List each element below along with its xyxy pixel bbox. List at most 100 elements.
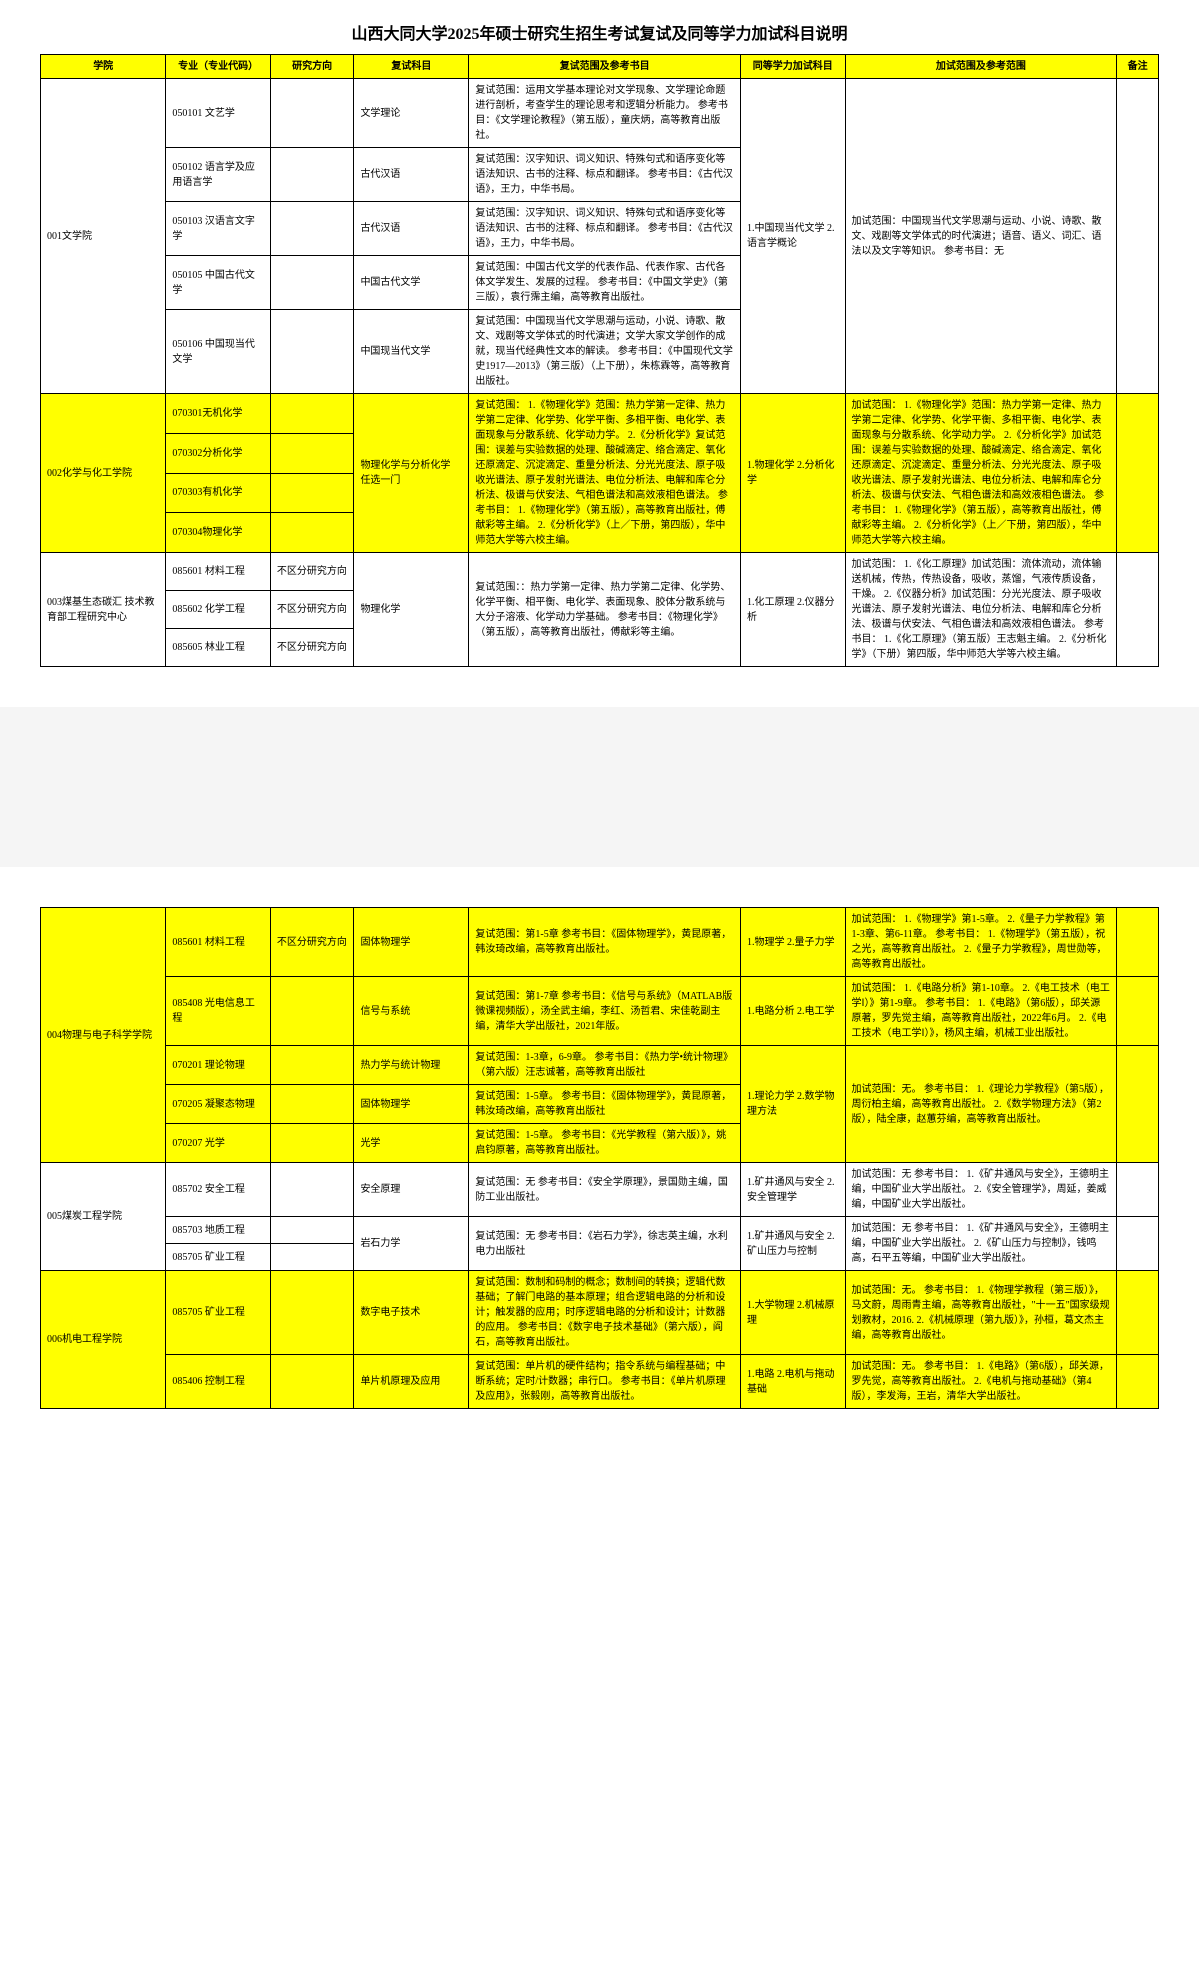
cell-extra: 1.矿井通风与安全 2.安全管理学 [741, 1163, 845, 1217]
cell-major: 070303有机化学 [166, 473, 270, 513]
cell-major: 085601 材料工程 [166, 908, 270, 977]
cell-extra-scope: 加试范围： 1.《物理化学》范围：热力学第一定律、热力学第二定律、化学势、化学平… [845, 394, 1117, 553]
cell-major: 070207 光学 [166, 1124, 270, 1163]
cell-extra: 1.矿井通风与安全 2.矿山压力与控制 [741, 1217, 845, 1271]
cell-college: 002化学与化工学院 [41, 394, 166, 553]
cell-major: 050103 汉语言文字学 [166, 202, 270, 256]
cell-subject: 文学理论 [354, 79, 469, 148]
cell-extra: 1.中国现当代文学 2.语言学概论 [741, 79, 845, 394]
table-row: 001文学院 050101 文艺学 文学理论 复试范围：运用文学基本理论对文学现… [41, 79, 1159, 148]
cell-major: 085601 材料工程 [166, 553, 270, 591]
cell-scope: 复试范围：：热力学第一定律、热力学第二定律、化学势、化学平衡、相平衡、电化学、表… [469, 553, 741, 667]
cell-subject: 信号与系统 [354, 977, 469, 1046]
cell-major: 050101 文艺学 [166, 79, 270, 148]
table-row: 006机电工程学院 085705 矿业工程 数字电子技术 复试范围：数制和码制的… [41, 1271, 1159, 1355]
cell-direction: 不区分研究方向 [270, 629, 354, 667]
col-subject: 复试科目 [354, 55, 469, 79]
cell-subject: 单片机原理及应用 [354, 1355, 469, 1409]
cell-major: 085605 林业工程 [166, 629, 270, 667]
exam-table-2: 004物理与电子科学学院 085601 材料工程 不区分研究方向 固体物理学 复… [40, 907, 1159, 1409]
col-college: 学院 [41, 55, 166, 79]
cell-scope: 复试范围：汉字知识、词义知识、特殊句式和语序变化等语法知识、古书的注释、标点和翻… [469, 148, 741, 202]
cell-scope: 复试范围：中国古代文学的代表作品、代表作家、古代各体文学发生、发展的过程。 参考… [469, 256, 741, 310]
cell-major: 085406 控制工程 [166, 1355, 270, 1409]
cell-extra-scope: 加试范围：无 参考书目： 1.《矿井通风与安全》，王德明主编，中国矿业大学出版社… [845, 1163, 1117, 1217]
cell-extra: 1.化工原理 2.仪器分析 [741, 553, 845, 667]
cell-subject: 光学 [354, 1124, 469, 1163]
cell-extra: 1.大学物理 2.机械原理 [741, 1271, 845, 1355]
table-row: 085703 地质工程 岩石力学 复试范围：无 参考书目：《岩石力学》，徐志英主… [41, 1217, 1159, 1244]
cell-subject: 安全原理 [354, 1163, 469, 1217]
cell-scope: 复试范围：无 参考书目：《岩石力学》，徐志英主编，水利电力出版社 [469, 1217, 741, 1271]
cell-major: 070205 凝聚态物理 [166, 1085, 270, 1124]
col-extra: 同等学力加试科目 [741, 55, 845, 79]
cell-extra-scope: 加试范围：中国现当代文学思潮与运动、小说、诗歌、散文、戏剧等文学体式的时代演进；… [845, 79, 1117, 394]
cell-major: 085703 地质工程 [166, 1217, 270, 1244]
cell-extra-scope: 加试范围：无。 参考书目： 1.《电路》（第6版），邱关源，罗先觉，高等教育出版… [845, 1355, 1117, 1409]
cell-scope: 复试范围：1-5章。 参考书目：《固体物理学》，黄昆原著，韩汝琦改编，高等教育出… [469, 1085, 741, 1124]
cell-scope: 复试范围：数制和码制的概念；数制间的转换；逻辑代数基础；了解门电路的基本原理；组… [469, 1271, 741, 1355]
cell-major: 070201 理论物理 [166, 1046, 270, 1085]
table-row: 002化学与化工学院 070301无机化学 物理化学与分析化学 任选一门 复试范… [41, 394, 1159, 434]
cell-extra: 1.电路分析 2.电工学 [741, 977, 845, 1046]
cell-subject: 中国现当代文学 [354, 310, 469, 394]
cell-scope: 复试范围：运用文学基本理论对文学现象、文学理论命题进行剖析，考查学生的理论思考和… [469, 79, 741, 148]
cell-extra-scope: 加试范围： 1.《化工原理》加试范围：流体流动，流体输送机械，传热，传热设备，吸… [845, 553, 1117, 667]
cell-subject: 物理化学与分析化学 任选一门 [354, 394, 469, 553]
cell-subject: 热力学与统计物理 [354, 1046, 469, 1085]
table-row: 070201 理论物理 热力学与统计物理 复试范围：1-3章，6-9章。 参考书… [41, 1046, 1159, 1085]
cell-extra-scope: 加试范围：无 参考书目： 1.《矿井通风与安全》，王德明主编，中国矿业大学出版社… [845, 1217, 1117, 1271]
cell-scope: 复试范围：汉字知识、词义知识、特殊句式和语序变化等语法知识、古书的注释、标点和翻… [469, 202, 741, 256]
cell-extra-scope: 加试范围： 1.《物理学》第1-5章。 2.《量子力学教程》第1-3章、第6-1… [845, 908, 1117, 977]
col-remark: 备注 [1117, 55, 1159, 79]
cell-scope: 复试范围：无 参考书目：《安全学原理》，景国勋主编，国防工业出版社。 [469, 1163, 741, 1217]
col-direction: 研究方向 [270, 55, 354, 79]
cell-scope: 复试范围：第1-5章 参考书目：《固体物理学》，黄昆原著，韩汝琦改编，高等教育出… [469, 908, 741, 977]
cell-major: 050102 语言学及应用语言学 [166, 148, 270, 202]
cell-scope: 复试范围：1-3章，6-9章。 参考书目：《热力学•统计物理》（第六版）汪志诚著… [469, 1046, 741, 1085]
cell-subject: 古代汉语 [354, 202, 469, 256]
cell-subject: 古代汉语 [354, 148, 469, 202]
cell-direction: 不区分研究方向 [270, 908, 354, 977]
cell-subject: 固体物理学 [354, 1085, 469, 1124]
cell-major: 070302分析化学 [166, 433, 270, 473]
cell-scope: 复试范围：1-5章。 参考书目：《光学教程（第六版）》，姚启钧原著，高等教育出版… [469, 1124, 741, 1163]
cell-direction: 不区分研究方向 [270, 553, 354, 591]
table-row: 085408 光电信息工程 信号与系统 复试范围：第1-7章 参考书目：《信号与… [41, 977, 1159, 1046]
cell-scope: 复试范围：单片机的硬件结构；指令系统与编程基础；中断系统；定时/计数器；串行口。… [469, 1355, 741, 1409]
page-title: 山西大同大学2025年硕士研究生招生考试复试及同等学力加试科目说明 [40, 20, 1159, 44]
table-header-row: 学院 专业（专业代码） 研究方向 复试科目 复试范围及参考书目 同等学力加试科目… [41, 55, 1159, 79]
cell-major: 085602 化学工程 [166, 591, 270, 629]
col-scope: 复试范围及参考书目 [469, 55, 741, 79]
cell-college: 006机电工程学院 [41, 1271, 166, 1409]
cell-major: 050106 中国现当代文学 [166, 310, 270, 394]
table-row: 085406 控制工程 单片机原理及应用 复试范围：单片机的硬件结构；指令系统与… [41, 1355, 1159, 1409]
cell-subject: 物理化学 [354, 553, 469, 667]
table-row: 004物理与电子科学学院 085601 材料工程 不区分研究方向 固体物理学 复… [41, 908, 1159, 977]
cell-direction [270, 79, 354, 148]
cell-college: 001文学院 [41, 79, 166, 394]
cell-subject: 岩石力学 [354, 1217, 469, 1271]
table-row: 003煤基生态碳汇 技术教育部工程研究中心 085601 材料工程 不区分研究方… [41, 553, 1159, 591]
cell-direction: 不区分研究方向 [270, 591, 354, 629]
cell-major: 070301无机化学 [166, 394, 270, 434]
cell-major: 085702 安全工程 [166, 1163, 270, 1217]
cell-major: 085408 光电信息工程 [166, 977, 270, 1046]
table-row: 005煤炭工程学院 085702 安全工程 安全原理 复试范围：无 参考书目：《… [41, 1163, 1159, 1217]
cell-extra: 1.理论力学 2.数学物理方法 [741, 1046, 845, 1163]
exam-table-1: 学院 专业（专业代码） 研究方向 复试科目 复试范围及参考书目 同等学力加试科目… [40, 54, 1159, 667]
cell-major: 085705 矿业工程 [166, 1244, 270, 1271]
cell-major: 070304物理化学 [166, 513, 270, 553]
cell-scope: 复试范围：第1-7章 参考书目：《信号与系统》（MATLAB版 微课视频版），汤… [469, 977, 741, 1046]
cell-scope: 复试范围： 1.《物理化学》范围：热力学第一定律、热力学第二定律、化学势、化学平… [469, 394, 741, 553]
col-major: 专业（专业代码） [166, 55, 270, 79]
page-break [0, 697, 1199, 877]
cell-extra: 1.物理化学 2.分析化学 [741, 394, 845, 553]
cell-college: 003煤基生态碳汇 技术教育部工程研究中心 [41, 553, 166, 667]
cell-extra-scope: 加试范围：无。 参考书目： 1.《物理学教程（第三版）》，马文蔚，周雨青主编，高… [845, 1271, 1117, 1355]
col-extra-scope: 加试范围及参考范围 [845, 55, 1117, 79]
cell-subject: 固体物理学 [354, 908, 469, 977]
cell-extra: 1.物理学 2.量子力学 [741, 908, 845, 977]
cell-major: 050105 中国古代文学 [166, 256, 270, 310]
cell-major: 085705 矿业工程 [166, 1271, 270, 1355]
